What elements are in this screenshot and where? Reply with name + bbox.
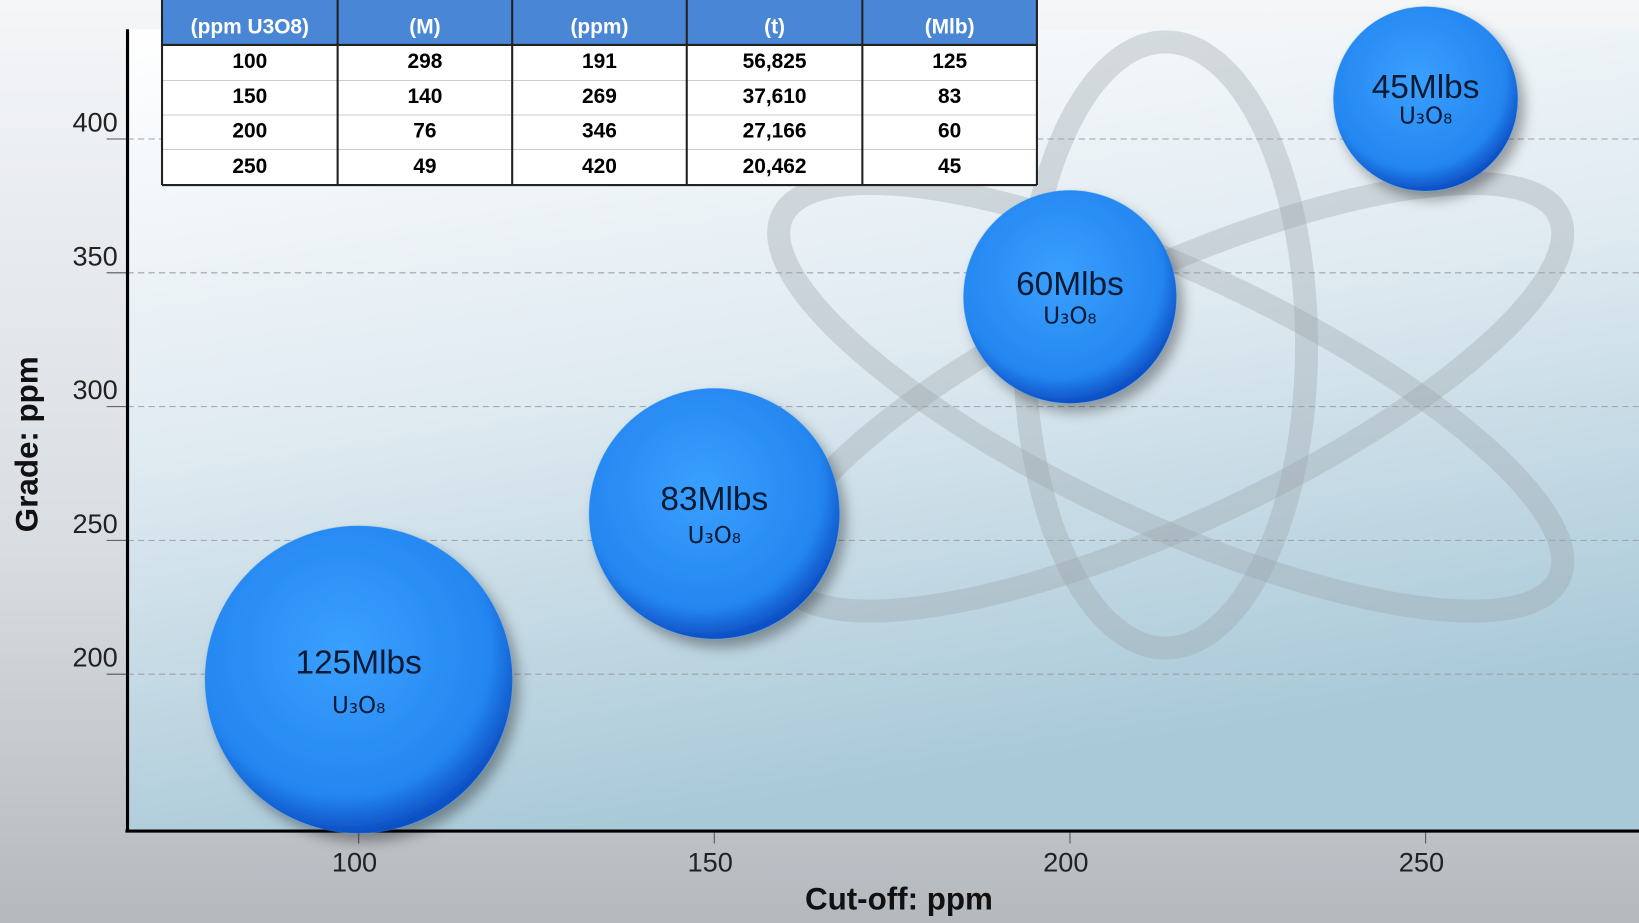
table-cell: 37,610 (743, 85, 807, 108)
y-tick-label: 250 (72, 508, 117, 539)
table-header-bg (162, 0, 1037, 45)
table-cell: 125 (932, 50, 967, 73)
bubble (204, 525, 513, 834)
bubble-unit: U₃O₈ (332, 693, 385, 719)
y-tick-label: 200 (72, 642, 117, 673)
bubble-unit: U₃O₈ (1399, 103, 1452, 129)
table-header-cell: (M) (409, 16, 440, 39)
table-cell: 250 (232, 155, 267, 178)
table-cell: 27,166 (743, 120, 807, 143)
bubble-label: 83Mlbs (660, 481, 768, 518)
table-cell: 200 (232, 120, 267, 143)
table-header-cell: (t) (764, 16, 785, 39)
x-tick-label: 200 (1043, 847, 1088, 878)
y-tick-label: 400 (72, 107, 117, 138)
table: (ppm U3O8) (M) (ppm) (t) (Mlb) 100 298 191 56,82… (160, 0, 1038, 187)
bubble (1332, 6, 1519, 192)
table-cell: 76 (413, 120, 436, 143)
table-cell: 60 (938, 120, 961, 143)
table-cell: 83 (938, 85, 961, 108)
table-header-cell: (ppm U3O8) (191, 16, 309, 39)
table-cell: 49 (413, 155, 436, 178)
x-tick-label: 250 (1399, 847, 1444, 878)
bubble-label: 60Mlbs (1016, 266, 1124, 303)
table-header-cell: (ppm) (570, 16, 628, 39)
table-cell: 420 (582, 155, 617, 178)
bubble-label: 125Mlbs (295, 645, 421, 682)
y-tick-label: 300 (72, 374, 117, 405)
x-tick-label: 100 (332, 847, 377, 878)
table-cell: 45 (938, 155, 962, 178)
table-cell: 100 (232, 50, 267, 73)
bubble-label: 45Mlbs (1372, 69, 1480, 106)
table-cell: 269 (582, 85, 617, 108)
table-cell: 20,462 (743, 155, 807, 178)
table-cell: 150 (232, 85, 267, 108)
bubble (962, 189, 1177, 404)
orbit (767, 171, 1575, 623)
x-tick-label: 150 (687, 847, 732, 878)
table-header-cell: (Mlb) (925, 16, 975, 39)
table-cell: 140 (407, 85, 442, 108)
bubble (588, 387, 841, 640)
table-cell: 346 (582, 120, 617, 143)
table-cell: 298 (407, 50, 442, 73)
bubble-unit: U₃O₈ (1043, 303, 1096, 329)
x-axis-title: Cut-off: ppm (805, 881, 993, 916)
table-cell: 56,825 (743, 50, 807, 73)
bubble-unit: U₃O₈ (688, 523, 741, 549)
table-cell: 191 (582, 50, 617, 73)
y-axis-title: Grade: ppm (10, 356, 45, 532)
y-tick-label: 350 (72, 240, 117, 271)
